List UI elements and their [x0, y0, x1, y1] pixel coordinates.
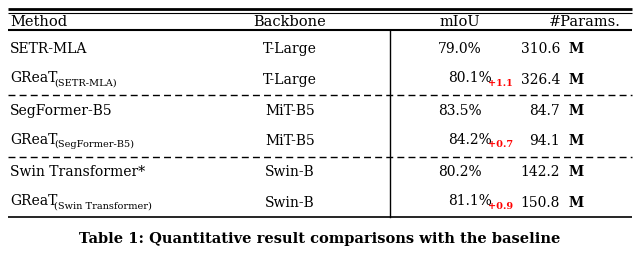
- Text: Table 1: Quantitative result comparisons with the baseline: Table 1: Quantitative result comparisons…: [79, 232, 561, 246]
- Text: Backbone: Backbone: [253, 14, 326, 28]
- Text: 81.1%: 81.1%: [448, 193, 492, 207]
- Text: SETR-MLA: SETR-MLA: [10, 42, 88, 56]
- Text: M: M: [564, 103, 584, 117]
- Text: T-Large: T-Large: [263, 73, 317, 87]
- Text: #Params.: #Params.: [549, 14, 621, 28]
- Text: T-Large: T-Large: [263, 42, 317, 56]
- Text: M: M: [564, 42, 584, 56]
- Text: GReaT: GReaT: [10, 132, 58, 146]
- Text: (SETR-MLA): (SETR-MLA): [54, 79, 116, 88]
- Text: +1.1: +1.1: [488, 79, 513, 88]
- Text: Swin-B: Swin-B: [265, 195, 315, 209]
- Text: MiT-B5: MiT-B5: [265, 134, 315, 148]
- Text: mIoU: mIoU: [440, 14, 480, 28]
- Text: +0.7: +0.7: [488, 140, 513, 149]
- Text: 94.1: 94.1: [529, 134, 560, 148]
- Text: M: M: [564, 195, 584, 209]
- Text: (Swin Transformer): (Swin Transformer): [54, 201, 152, 210]
- Text: (SegFormer-B5): (SegFormer-B5): [54, 140, 134, 149]
- Text: +0.9: +0.9: [488, 201, 513, 210]
- Text: 80.1%: 80.1%: [448, 71, 492, 85]
- Text: Method: Method: [10, 14, 67, 28]
- Text: 310.6: 310.6: [520, 42, 560, 56]
- Text: 84.7: 84.7: [529, 103, 560, 117]
- Text: Swin Transformer*: Swin Transformer*: [10, 164, 145, 178]
- Text: 326.4: 326.4: [520, 73, 560, 87]
- Text: MiT-B5: MiT-B5: [265, 103, 315, 117]
- Text: 83.5%: 83.5%: [438, 103, 482, 117]
- Text: 80.2%: 80.2%: [438, 164, 482, 178]
- Text: M: M: [564, 134, 584, 148]
- Text: 150.8: 150.8: [520, 195, 560, 209]
- Text: 142.2: 142.2: [520, 164, 560, 178]
- Text: 84.2%: 84.2%: [448, 132, 492, 146]
- Text: GReaT: GReaT: [10, 71, 58, 85]
- Text: GReaT: GReaT: [10, 193, 58, 207]
- Text: Swin-B: Swin-B: [265, 164, 315, 178]
- Text: 79.0%: 79.0%: [438, 42, 482, 56]
- Text: M: M: [564, 164, 584, 178]
- Text: M: M: [564, 73, 584, 87]
- Text: SegFormer-B5: SegFormer-B5: [10, 103, 113, 117]
